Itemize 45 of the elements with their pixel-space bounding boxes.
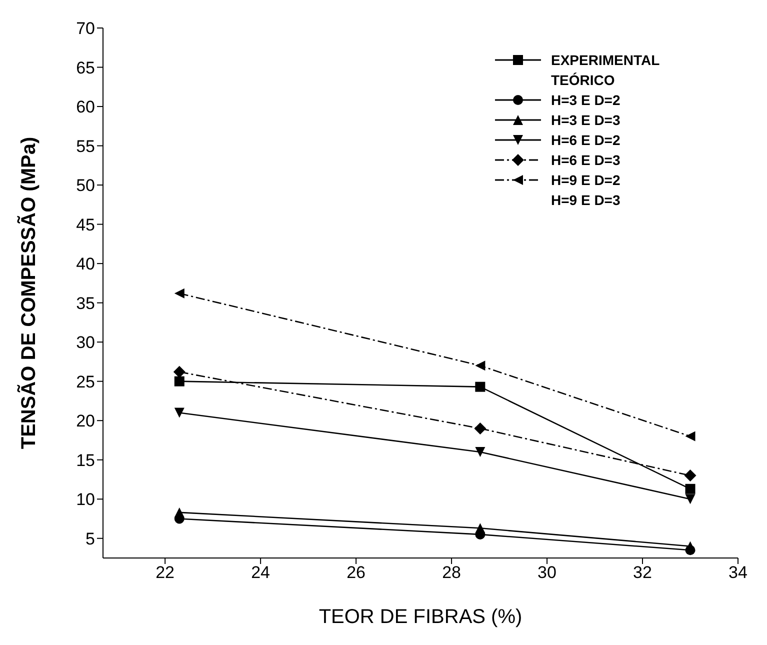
y-tick-label: 60 <box>76 98 95 117</box>
x-tick-label: 24 <box>251 563 270 582</box>
point <box>475 360 486 371</box>
annotation: TEÓRICO <box>551 72 615 88</box>
y-tick-label: 65 <box>76 58 95 78</box>
point <box>174 376 184 386</box>
point <box>174 288 184 298</box>
legend-label: EXPERIMENTAL <box>551 52 660 68</box>
point <box>174 408 184 418</box>
y-tick-label: 30 <box>76 333 95 352</box>
point <box>475 447 486 457</box>
point <box>685 545 696 556</box>
legend-label: H=6 E D=2 <box>551 132 620 148</box>
y-tick-label: 45 <box>76 215 95 234</box>
x-tick-label: 34 <box>728 563 748 582</box>
y-tick-label: 20 <box>76 412 95 431</box>
y-tick-label: 5 <box>86 529 95 548</box>
legend-label: H=3 E D=3 <box>551 112 620 128</box>
point <box>685 431 696 442</box>
legend-label: H=9 E D=2 <box>551 172 620 188</box>
x-tick-label: 30 <box>538 563 556 582</box>
point <box>685 484 696 494</box>
x-tick-label: 26 <box>346 563 366 582</box>
point <box>684 470 696 482</box>
legend-label: H=3 E D=2 <box>551 92 620 108</box>
point <box>685 494 696 504</box>
y-tick-label: 10 <box>76 490 95 510</box>
x-tick-label: 22 <box>156 563 175 582</box>
y-tick-label: 25 <box>76 372 95 392</box>
annotation: H=9 E D=3 <box>551 192 620 208</box>
point <box>474 422 486 434</box>
x-tick-label: 32 <box>633 563 652 582</box>
x-axis-title: TEOR DE FIBRAS (%) <box>318 606 522 628</box>
point <box>173 366 186 378</box>
y-tick-label: 40 <box>76 254 95 274</box>
y-tick-label: 35 <box>76 294 95 313</box>
point <box>475 382 486 392</box>
y-tick-label: 70 <box>76 19 95 38</box>
y-tick-label: 55 <box>76 136 95 156</box>
y-tick-label: 50 <box>76 176 95 196</box>
point <box>174 514 184 524</box>
x-tick-label: 28 <box>442 563 461 582</box>
y-axis-title: TENSÃO DE COMPESSÃO (MPa) <box>17 136 40 450</box>
y-tick-label: 15 <box>76 450 95 470</box>
legend-label: H=6 E D=3 <box>551 152 620 168</box>
